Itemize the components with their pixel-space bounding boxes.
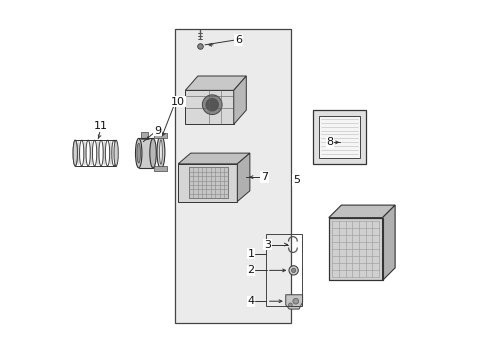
Polygon shape — [328, 218, 382, 280]
Text: 9: 9 — [154, 126, 161, 135]
Text: 2: 2 — [247, 265, 254, 275]
Ellipse shape — [205, 98, 219, 112]
Polygon shape — [178, 153, 249, 164]
Polygon shape — [312, 110, 366, 164]
Polygon shape — [382, 205, 394, 280]
Ellipse shape — [102, 141, 106, 165]
Polygon shape — [328, 205, 394, 218]
Bar — [154, 133, 167, 138]
Ellipse shape — [149, 138, 156, 168]
Circle shape — [292, 298, 298, 304]
Circle shape — [288, 266, 298, 275]
Ellipse shape — [89, 141, 93, 165]
Text: 11: 11 — [93, 121, 107, 131]
Text: 10: 10 — [171, 97, 185, 107]
Bar — [154, 166, 167, 171]
Polygon shape — [185, 76, 246, 90]
Ellipse shape — [135, 138, 142, 168]
Circle shape — [291, 268, 295, 273]
Ellipse shape — [109, 141, 112, 165]
Ellipse shape — [157, 135, 164, 168]
Text: 4: 4 — [247, 296, 254, 306]
Polygon shape — [178, 164, 237, 202]
Circle shape — [288, 303, 292, 307]
Bar — [265, 234, 301, 306]
Ellipse shape — [83, 141, 86, 165]
Bar — [140, 132, 147, 139]
Ellipse shape — [77, 141, 80, 165]
Bar — [174, 30, 290, 323]
Polygon shape — [237, 153, 249, 202]
Bar — [188, 167, 228, 198]
Ellipse shape — [202, 95, 222, 114]
Ellipse shape — [114, 140, 118, 166]
Bar — [139, 138, 153, 168]
Polygon shape — [318, 116, 360, 158]
Text: 7: 7 — [261, 172, 267, 182]
Ellipse shape — [96, 141, 100, 165]
Polygon shape — [233, 76, 246, 125]
Polygon shape — [285, 295, 302, 309]
Text: 6: 6 — [234, 35, 242, 45]
Polygon shape — [185, 90, 233, 125]
Ellipse shape — [159, 140, 162, 164]
Ellipse shape — [137, 143, 140, 163]
Text: 8: 8 — [325, 138, 333, 147]
Ellipse shape — [73, 140, 77, 166]
Text: 3: 3 — [264, 239, 270, 249]
Text: 1: 1 — [247, 248, 254, 258]
Text: 5: 5 — [292, 175, 299, 185]
